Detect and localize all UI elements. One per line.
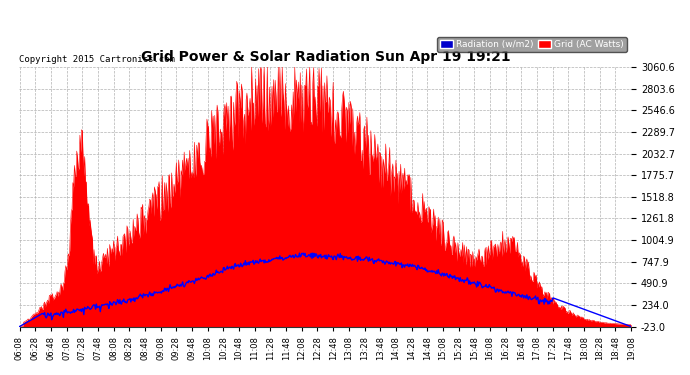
Title: Grid Power & Solar Radiation Sun Apr 19 19:21: Grid Power & Solar Radiation Sun Apr 19 … — [141, 50, 510, 64]
Text: Copyright 2015 Cartronics.com: Copyright 2015 Cartronics.com — [19, 55, 175, 64]
Legend: Radiation (w/m2), Grid (AC Watts): Radiation (w/m2), Grid (AC Watts) — [437, 38, 627, 52]
